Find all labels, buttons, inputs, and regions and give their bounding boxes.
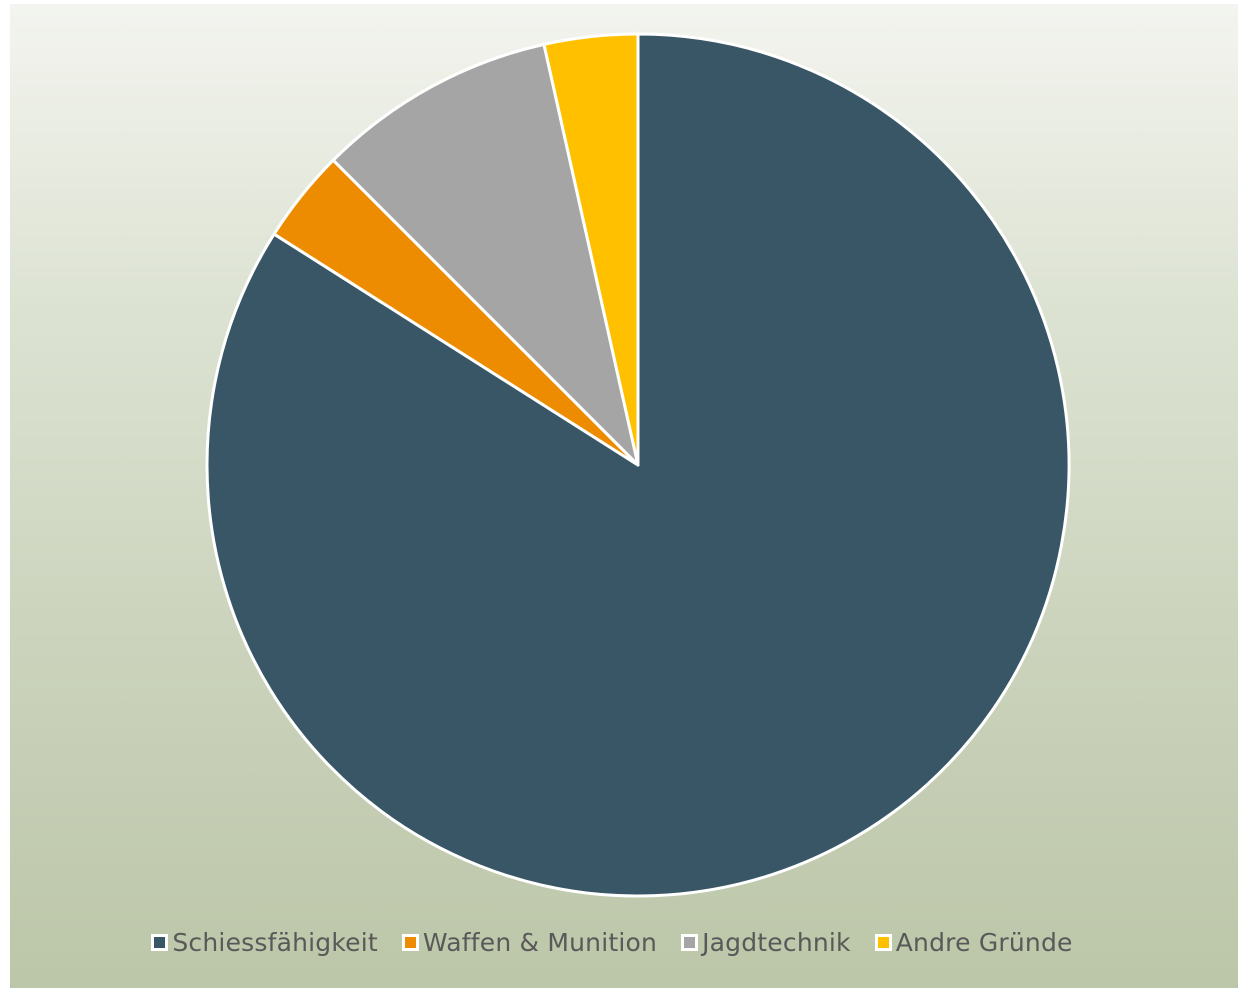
legend-swatch	[681, 933, 699, 951]
pie-slice-andre-gründe	[542, 32, 640, 467]
pie-slice-jagdtechnik	[331, 42, 640, 467]
pie-slice-schiessfähigkeit	[205, 32, 1071, 898]
legend-label: Andre Gründe	[895, 927, 1073, 957]
legend-swatch	[151, 933, 169, 951]
legend-label: Waffen & Munition	[422, 927, 658, 957]
legend-entry: Andre Gründe	[874, 927, 1073, 957]
legend-label: Jagdtechnik	[702, 927, 851, 957]
pie-chart	[205, 32, 1071, 898]
legend-label: Schiessfähigkeit	[172, 927, 378, 957]
legend-entry: Schiessfähigkeit	[151, 928, 378, 957]
legend-entry: Jagdtechnik	[681, 928, 851, 957]
legend-entry: Waffen & Munition	[401, 927, 658, 957]
legend-swatch	[874, 933, 892, 951]
legend-swatch	[401, 933, 419, 951]
legend: Schiessfähigkeit Waffen & Munition Jagdtec…	[10, 926, 1238, 958]
chart-area: Schiessfähigkeit Waffen & Munition Jagdtec…	[10, 4, 1238, 988]
